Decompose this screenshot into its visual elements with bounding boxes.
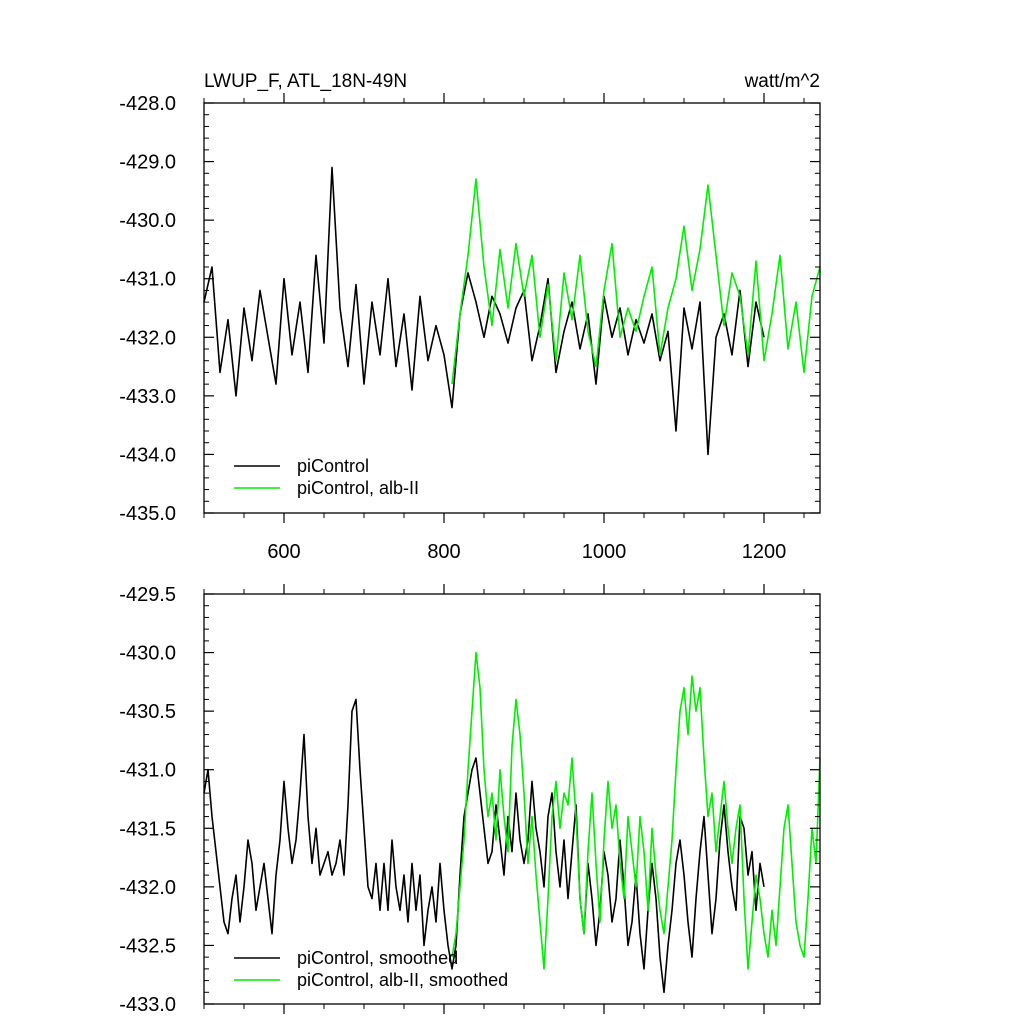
top-plot-frame [203, 102, 821, 514]
series-line-picontrol [203, 698, 765, 994]
y-tick-label: -432.5 [119, 935, 176, 957]
top-panel: LWUP_F, ATL_18N-49N watt/m^2 -435.0 -434.… [119, 71, 821, 563]
top-series [203, 166, 821, 456]
y-tick-label: -433.0 [119, 994, 176, 1016]
bottom-panel: -433.0 -432.5 -432.0 -431.5 -431.0 -430.5 -430… [119, 584, 821, 1016]
chart-title: LWUP_F, ATL_18N-49N [204, 71, 407, 92]
y-tick-label: -432.0 [119, 877, 176, 899]
x-tick-label: 1200 [742, 541, 787, 563]
legend-label: piControl, smoothed [297, 948, 458, 968]
y-tick-label: -433.0 [119, 386, 176, 408]
y-tick-label: -434.0 [119, 444, 176, 466]
y-tick-label: -435.0 [119, 503, 176, 525]
y-tick-label: -429.5 [119, 584, 176, 606]
bottom-axes: -433.0 -432.5 -432.0 -431.5 -431.0 -430.5 -430… [119, 584, 820, 1016]
y-tick-label: -431.5 [119, 818, 176, 840]
top-axes: -435.0 -434.0 -433.0 -432.0 -431.0 -430.0 -429… [119, 93, 820, 563]
x-tick-label: 1000 [582, 541, 627, 563]
y-tick-label: -430.5 [119, 701, 176, 723]
legend-label: piControl, alb-II [297, 478, 419, 498]
y-tick-label: -430.0 [119, 643, 176, 665]
y-tick-label: -431.0 [119, 760, 176, 782]
y-tick-label: -431.0 [119, 269, 176, 291]
legend-label: piControl, alb-II, smoothed [297, 970, 508, 990]
y-tick-label: -432.0 [119, 327, 176, 349]
series-line-picontrol-alb-ii [451, 178, 821, 385]
units-label: watt/m^2 [744, 71, 820, 92]
y-tick-label: -428.0 [119, 93, 176, 115]
bottom-plot-frame [203, 593, 821, 1005]
x-tick-label: 600 [267, 541, 300, 563]
y-tick-label: -430.0 [119, 210, 176, 232]
y-tick-label: -429.0 [119, 152, 176, 174]
legend-label: piControl [297, 456, 369, 476]
series-line-picontrol-alb-ii [451, 651, 821, 970]
series-line-picontrol [203, 166, 765, 456]
x-tick-label: 800 [427, 541, 460, 563]
bottom-series [203, 651, 821, 994]
